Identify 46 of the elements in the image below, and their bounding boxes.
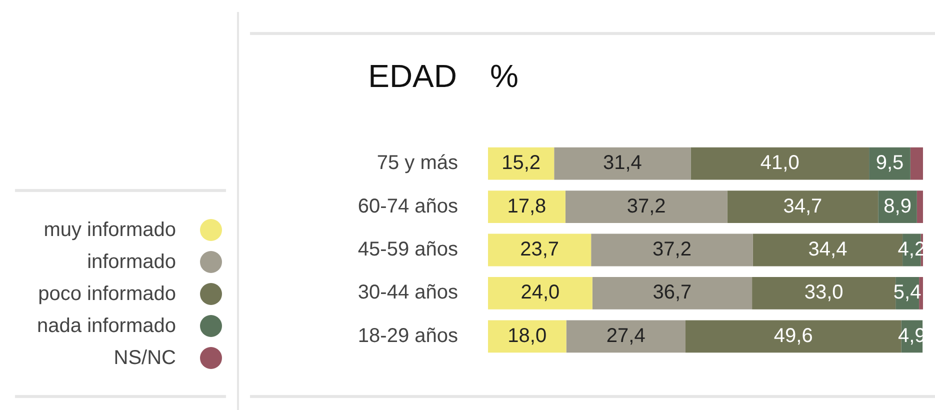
bar [690,147,870,180]
data-label: 27,4 [606,324,646,347]
data-label: 9,5 [876,152,904,174]
data-label: 49,6 [774,324,813,347]
legend-label: NS/NC [114,346,176,370]
data-label: 24,0 [520,282,560,304]
data-label: 17,8 [507,195,546,218]
bar [488,320,566,353]
bar [566,320,686,353]
data-label: 15,2 [502,152,541,174]
y-tick-label: 18-29 años [358,324,458,347]
y-tick-label: 60-74 años [358,195,458,218]
x-axis-title: % [490,58,518,95]
bar [910,147,923,180]
data-label: 34,4 [808,238,848,261]
data-label: 41,0 [760,152,800,174]
legend-label: nada informado [37,314,176,338]
bar [916,190,923,223]
data-label: 33,0 [804,282,844,304]
y-axis-title: EDAD [368,58,457,95]
bar [919,277,923,310]
legend-label: poco informado [38,282,176,306]
bar [488,147,554,180]
y-tick-label: 45-59 años [358,238,458,261]
data-label: 36,7 [652,282,692,304]
bar [752,277,896,310]
bar [488,277,592,310]
data-label: 5,4 [893,282,922,304]
bar [591,234,753,266]
legend-label: muy informado [44,218,176,242]
bar [488,190,566,223]
legend-label: informado [87,250,176,274]
data-label: 34,7 [783,195,822,218]
bar [554,147,691,180]
data-label: 37,2 [652,238,692,261]
data-label: 31,4 [602,152,642,174]
bar [488,234,592,266]
bar [727,190,878,223]
y-tick-label: 75 y más [376,152,458,174]
data-label: 18,0 [508,324,547,347]
bar [592,277,752,310]
bar [565,190,728,223]
y-tick-label: 30-44 años [358,282,458,304]
data-label: 23,7 [520,238,560,261]
data-label: 8,9 [884,195,912,218]
data-label: 37,2 [626,195,666,218]
